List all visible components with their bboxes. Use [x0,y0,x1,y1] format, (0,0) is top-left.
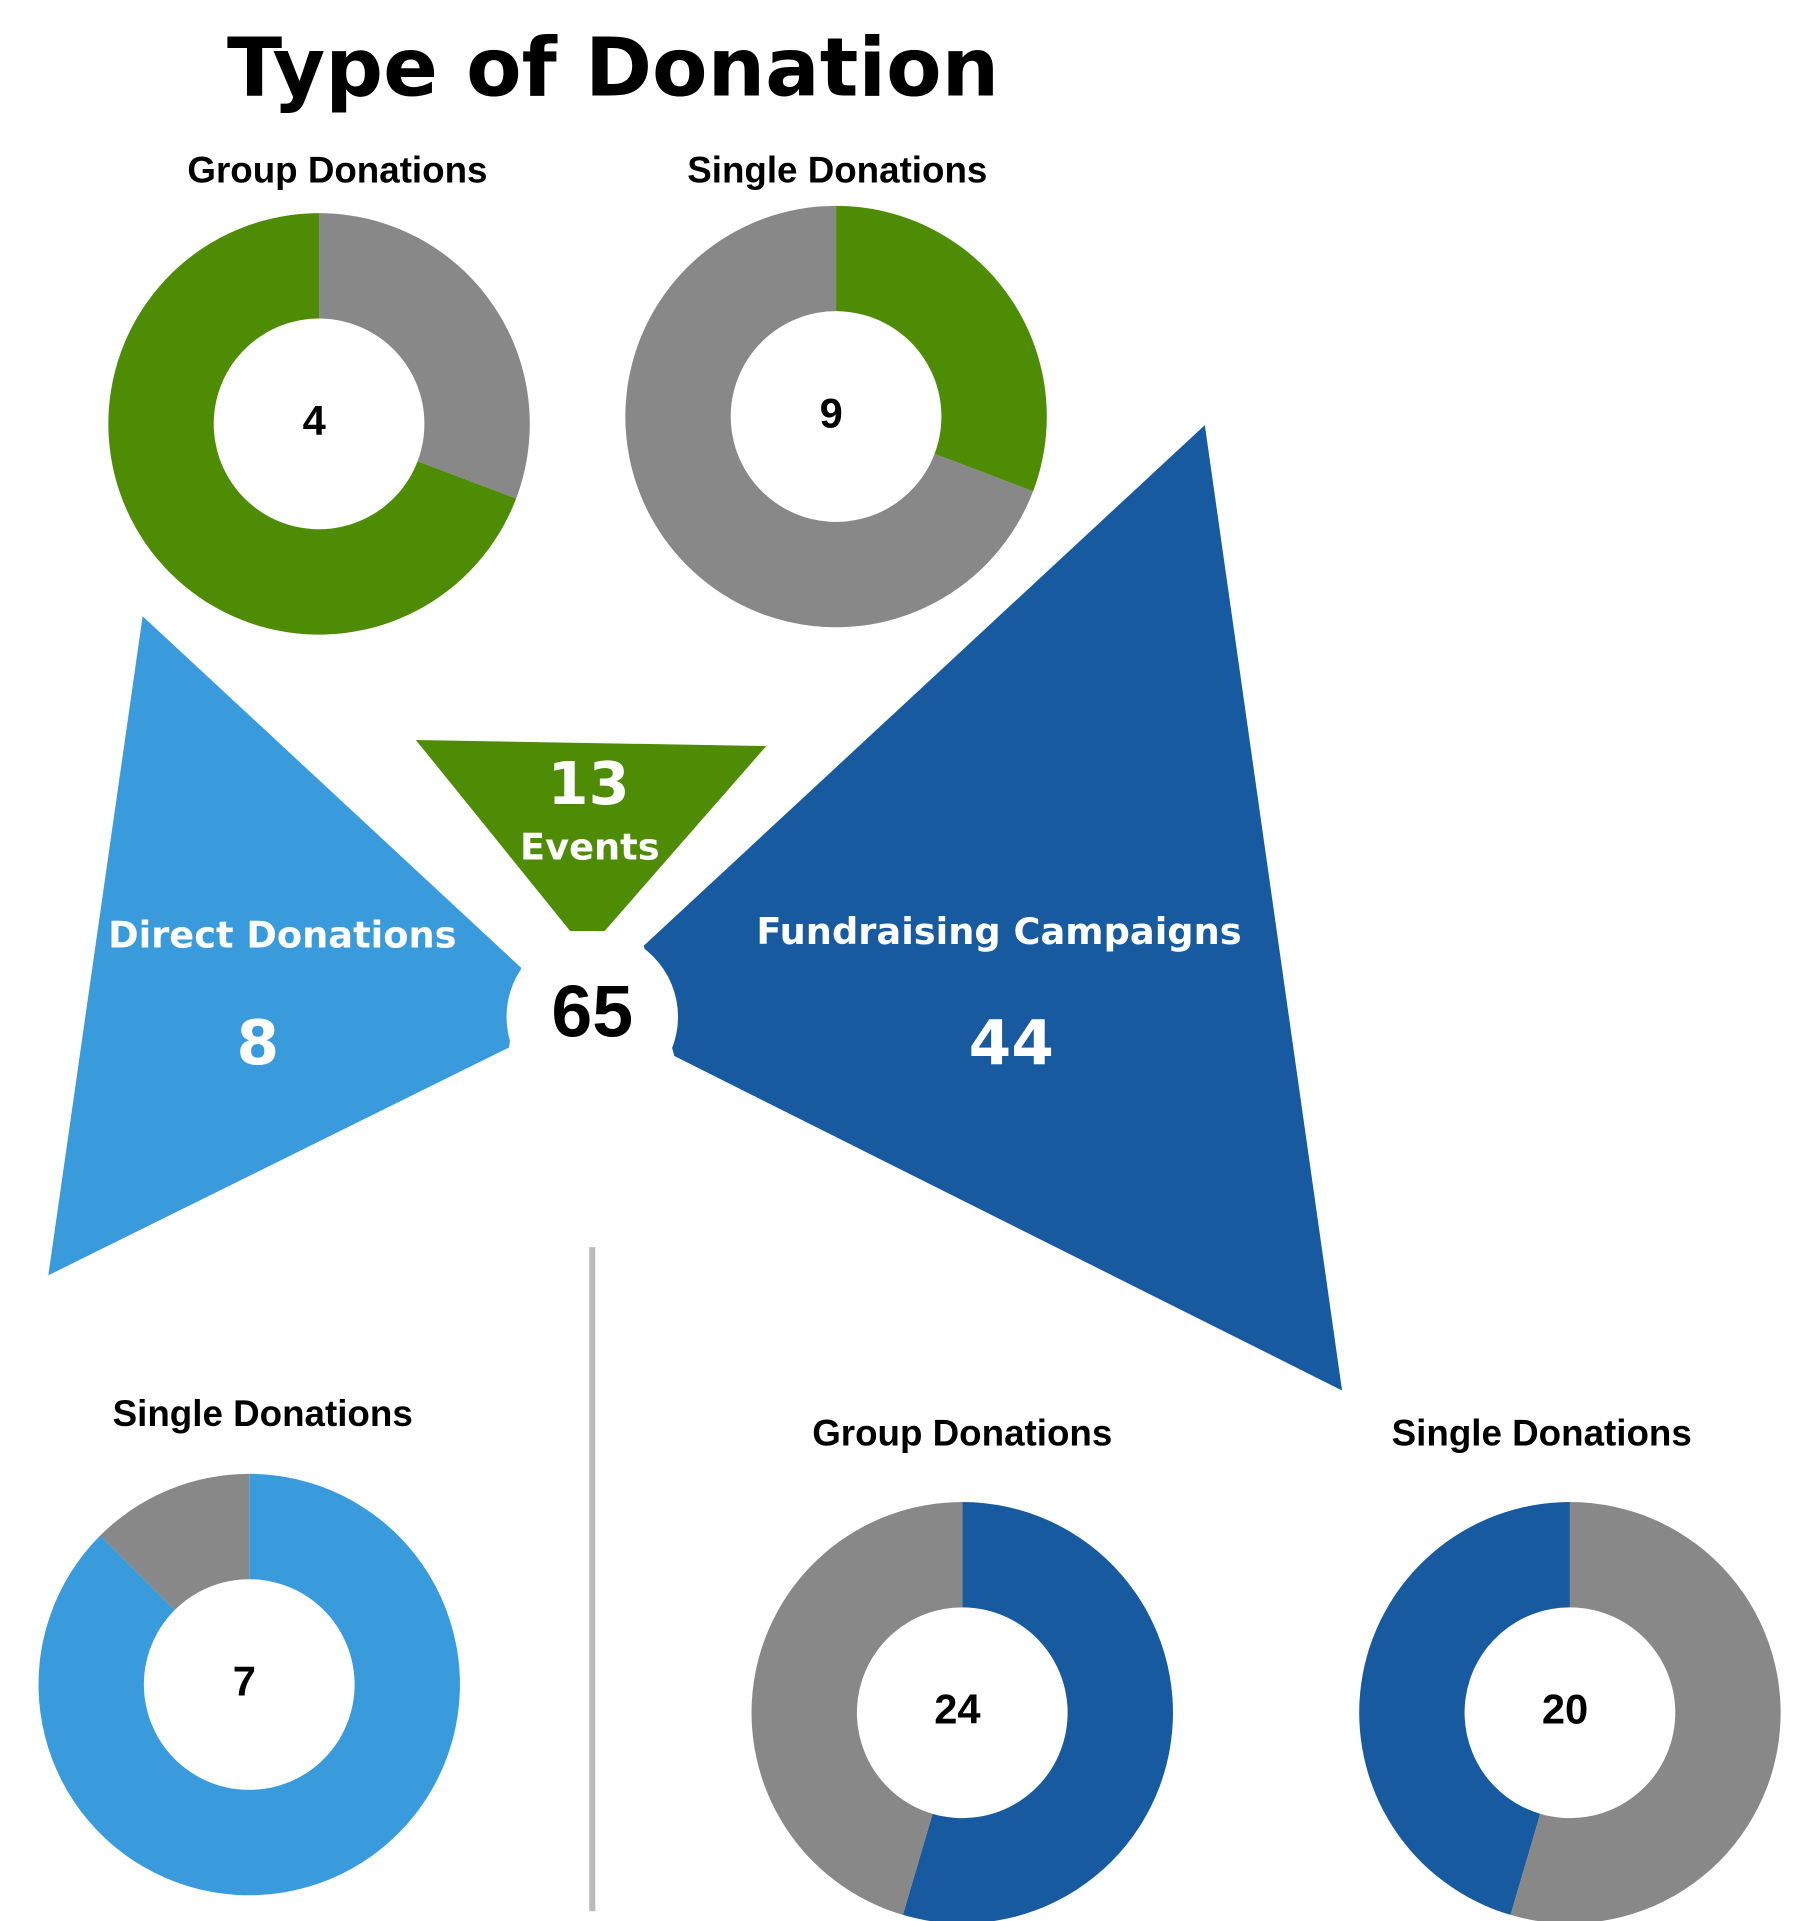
category-value: 13 [548,749,630,818]
chart-title: Type of Donation [227,21,999,115]
category-label: Events [520,826,660,869]
donut-rest [1510,1502,1781,1921]
donut-segment [1359,1502,1570,1915]
center-circle [506,931,679,1103]
donut-rest [836,205,1047,492]
donut-title: Single Donations [1392,1413,1692,1454]
donut-rest [100,1473,250,1611]
donut-value: 4 [303,397,326,444]
category-triangle [48,616,522,1276]
category-label: Direct Donations [108,914,456,957]
donut-segment [902,1502,1173,1921]
donut-value: 7 [233,1658,256,1705]
donut-title: Group Donations [812,1413,1112,1454]
donut-rest [751,1502,963,1915]
donut-value: 20 [1542,1686,1588,1733]
total-value: 65 [551,969,633,1052]
donut-value: 9 [820,390,843,437]
donut-segment [625,205,1034,628]
donut-value: 24 [934,1686,980,1733]
category-triangle [643,425,1343,1391]
category-value: 44 [969,1008,1054,1079]
donut-segment [319,213,530,499]
category-triangle [415,739,767,932]
category-label: Fundraising Campaigns [756,910,1241,953]
donut-segment [38,1473,460,1896]
donut-title: Single Donations [113,1393,413,1434]
donut-rest [108,213,517,635]
category-value: 8 [236,1008,279,1079]
donut-title: Group Donations [187,149,487,190]
donut-title: Single Donations [687,149,987,190]
